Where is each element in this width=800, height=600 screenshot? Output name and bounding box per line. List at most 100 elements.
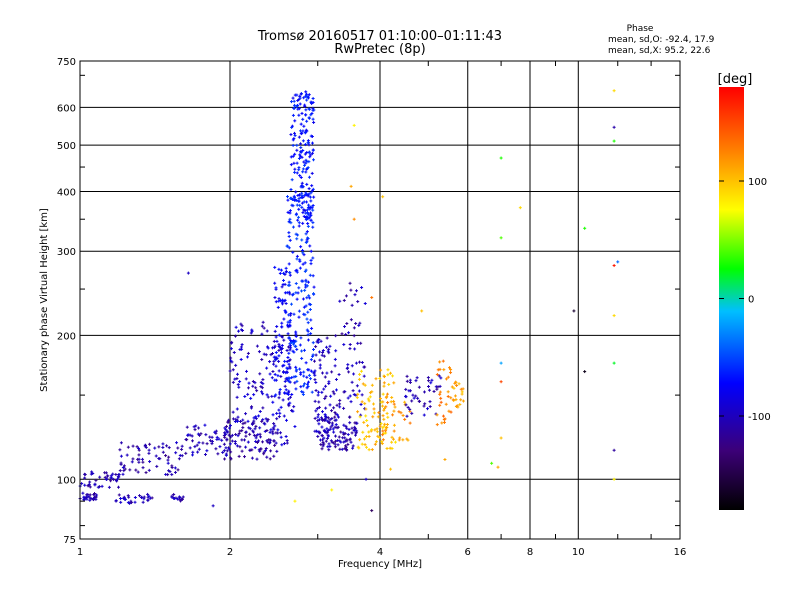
data-point — [300, 356, 304, 360]
data-point — [308, 307, 312, 311]
data-point — [100, 484, 104, 488]
data-point — [303, 104, 307, 108]
data-point — [309, 377, 313, 381]
data-point — [381, 433, 385, 437]
data-point — [201, 441, 205, 445]
data-point — [404, 394, 408, 398]
data-point — [261, 392, 265, 396]
data-point — [361, 430, 365, 434]
data-point — [248, 432, 252, 436]
data-point — [372, 407, 376, 411]
data-point — [289, 155, 293, 159]
data-point — [272, 439, 276, 443]
data-point — [292, 106, 296, 110]
data-point — [147, 448, 151, 452]
data-point — [286, 332, 290, 336]
data-point — [148, 442, 152, 446]
data-point — [392, 409, 396, 413]
data-point — [376, 415, 380, 419]
data-point — [337, 415, 341, 419]
data-point — [255, 344, 259, 348]
data-point — [427, 379, 431, 383]
data-point — [300, 238, 304, 242]
y-tick-label: 400 — [57, 187, 76, 198]
data-point — [250, 421, 254, 425]
data-point — [285, 244, 289, 248]
data-point — [303, 348, 307, 352]
data-point — [319, 438, 323, 442]
data-point — [265, 393, 269, 397]
data-point — [303, 313, 307, 317]
data-point — [458, 403, 462, 407]
data-point — [386, 373, 390, 377]
data-point — [290, 376, 294, 380]
data-point — [381, 438, 385, 442]
data-point — [326, 436, 330, 440]
data-point — [277, 415, 281, 419]
data-point — [289, 188, 293, 192]
data-point — [254, 434, 258, 438]
data-point — [410, 411, 414, 415]
data-point — [285, 195, 289, 199]
data-point — [345, 321, 349, 325]
data-point — [347, 331, 351, 335]
data-point — [247, 381, 251, 385]
data-point — [191, 450, 195, 454]
data-point — [243, 421, 247, 425]
data-point — [307, 93, 311, 97]
data-point — [311, 151, 315, 155]
data-point — [302, 305, 306, 309]
data-point — [185, 425, 189, 429]
data-point — [286, 283, 290, 287]
data-point — [252, 416, 256, 420]
data-point — [384, 405, 388, 409]
data-point — [251, 379, 255, 383]
data-point — [299, 336, 303, 340]
data-point — [292, 405, 296, 409]
data-point — [213, 430, 217, 434]
data-point — [303, 382, 307, 386]
data-point — [298, 343, 302, 347]
data-point — [247, 426, 251, 430]
data-point — [394, 440, 398, 444]
data-point — [338, 299, 342, 303]
data-point — [306, 96, 310, 100]
data-point — [381, 392, 385, 396]
data-point — [271, 413, 275, 417]
data-point — [286, 356, 290, 360]
data-point — [351, 389, 355, 393]
data-point — [444, 377, 448, 381]
data-point — [306, 222, 310, 226]
data-point — [287, 362, 291, 366]
data-point — [106, 474, 110, 478]
x-tick-label: 2 — [227, 547, 233, 558]
data-point — [331, 390, 335, 394]
data-point — [329, 394, 333, 398]
data-point — [260, 332, 264, 336]
data-point — [348, 437, 352, 441]
data-point — [378, 377, 382, 381]
data-point — [325, 415, 329, 419]
data-point — [282, 278, 286, 282]
y-tick-label: 500 — [57, 141, 76, 152]
data-point — [356, 410, 360, 414]
data-point — [438, 367, 442, 371]
data-point — [261, 440, 265, 444]
data-point — [223, 457, 227, 461]
data-point — [147, 468, 151, 472]
data-point — [309, 191, 313, 195]
data-point — [282, 338, 286, 342]
data-point — [271, 369, 275, 373]
data-point — [300, 185, 304, 189]
data-point — [278, 411, 282, 415]
data-point — [381, 426, 385, 430]
data-point — [301, 251, 305, 255]
data-point — [235, 395, 239, 399]
y-tick-label: 100 — [57, 475, 76, 486]
data-point — [279, 435, 283, 439]
data-point — [284, 311, 288, 315]
data-point — [309, 318, 313, 322]
data-point — [357, 323, 361, 327]
data-point — [333, 425, 337, 429]
data-point — [367, 434, 371, 438]
